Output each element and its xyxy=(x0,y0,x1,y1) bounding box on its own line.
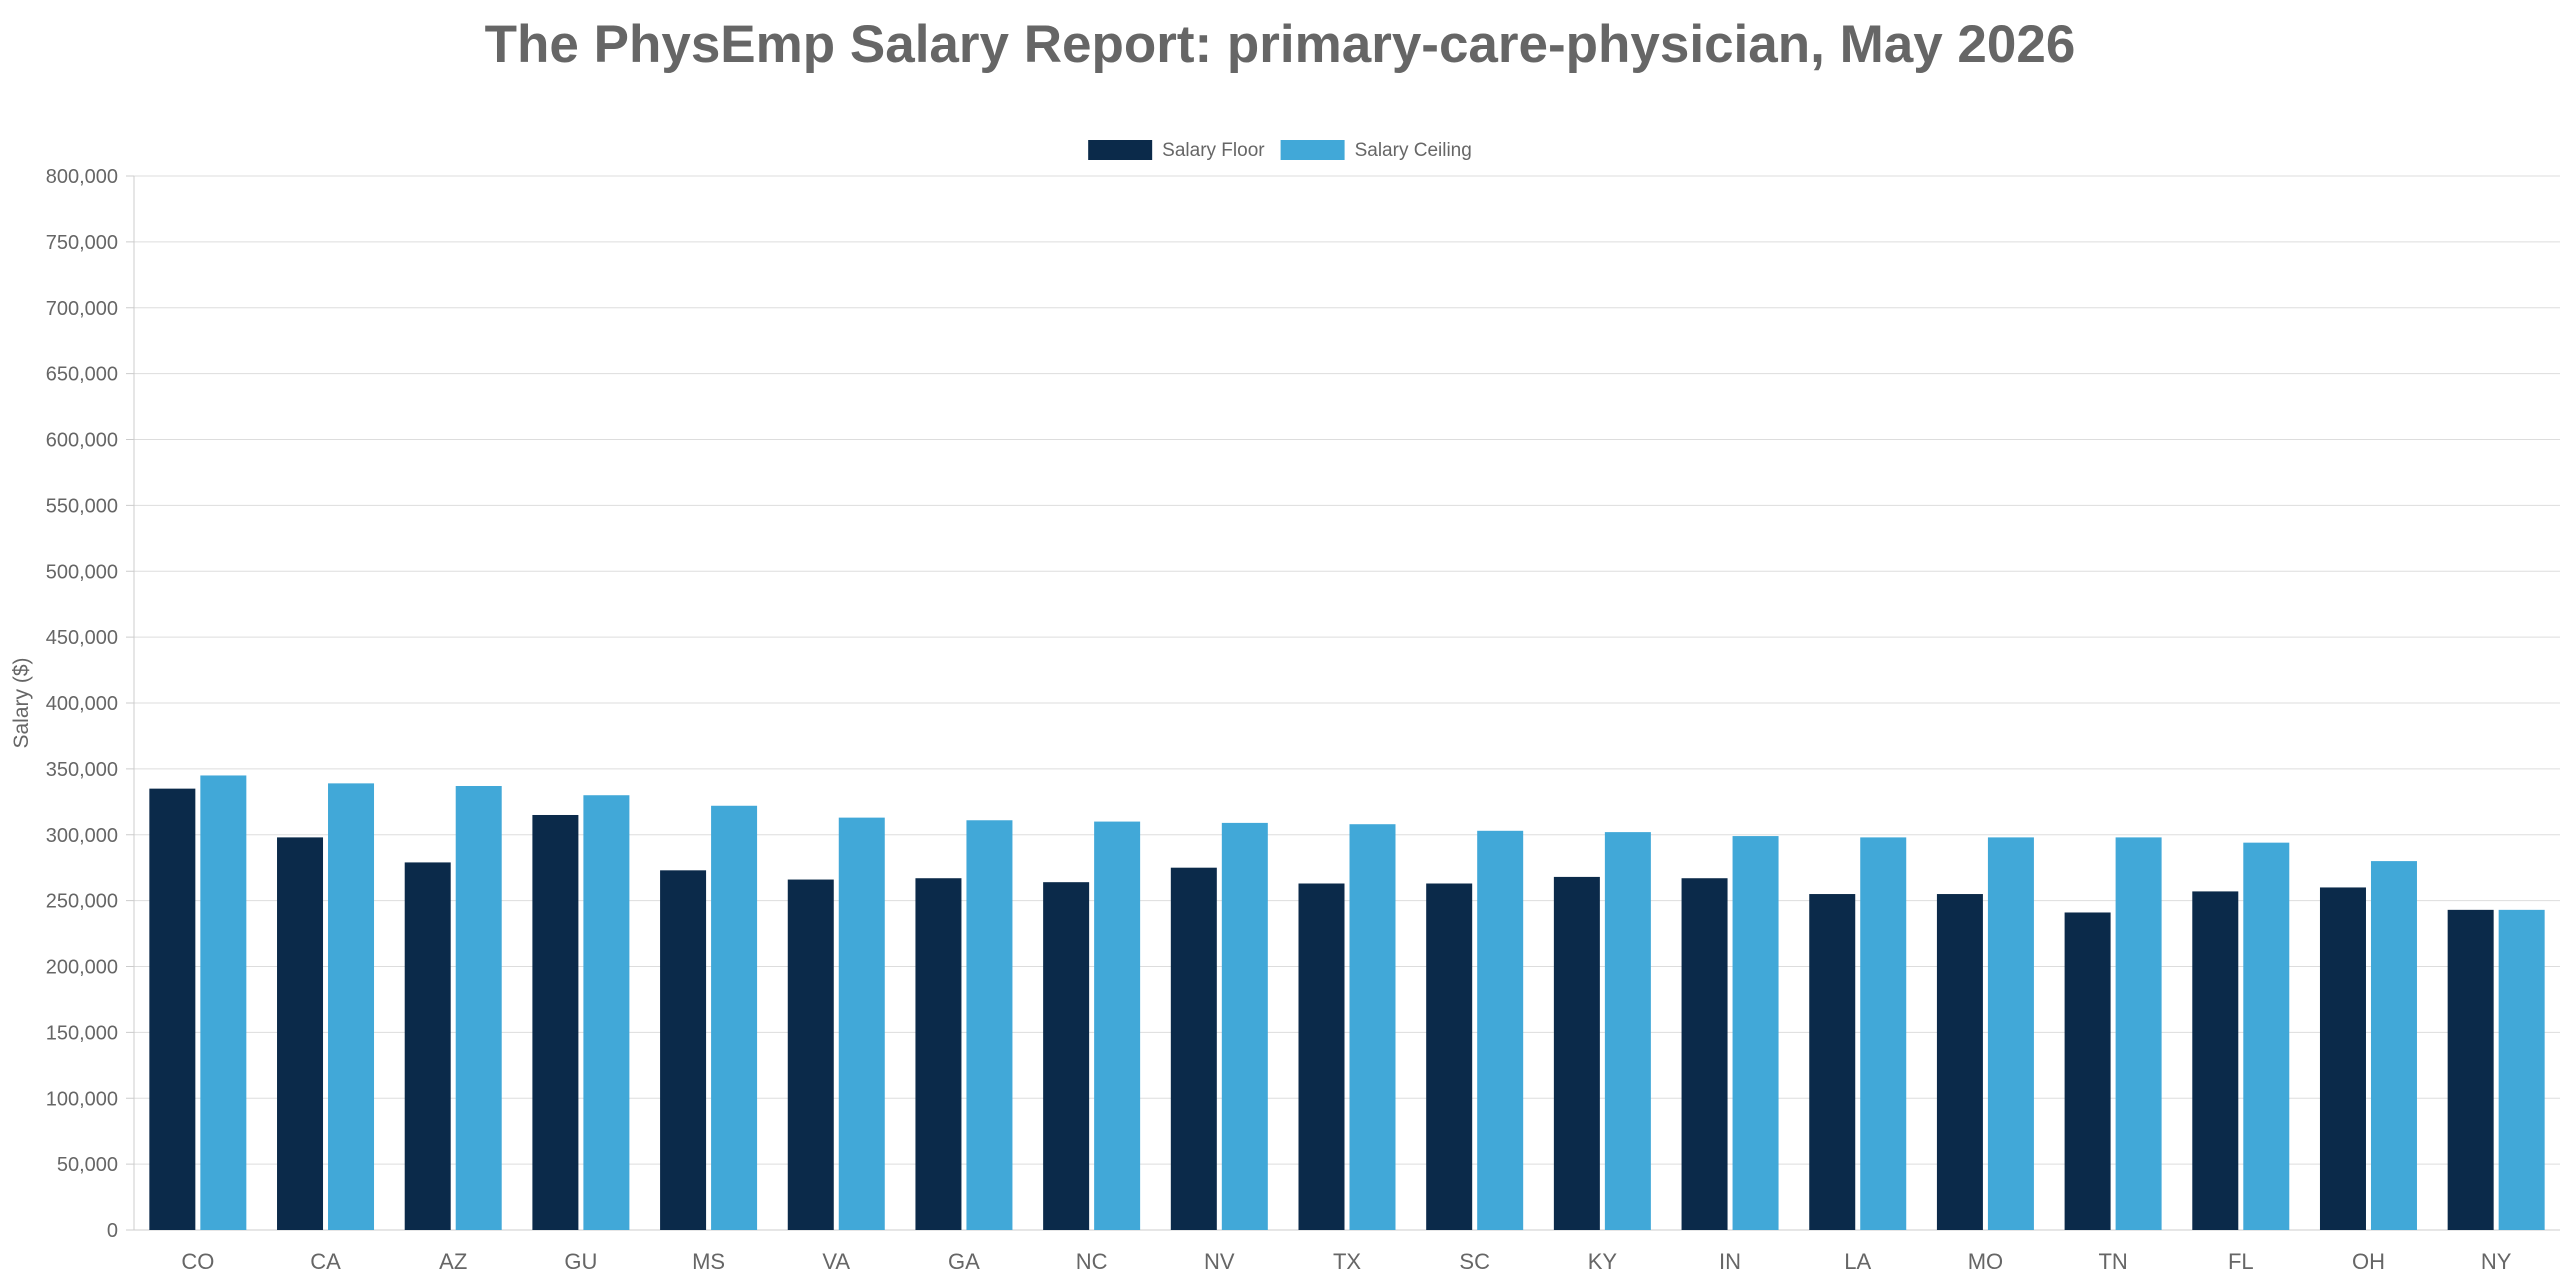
bar-salary-ceiling-co[interactable] xyxy=(200,775,247,1230)
legend-swatch-salary-floor[interactable] xyxy=(1088,140,1153,160)
y-tick-label: 500,000 xyxy=(46,561,118,583)
bar-salary-ceiling-nc[interactable] xyxy=(1094,821,1141,1230)
y-tick-label: 350,000 xyxy=(46,759,118,781)
bar-salary-floor-va[interactable] xyxy=(787,879,834,1230)
x-tick-label: MS xyxy=(692,1249,725,1274)
bar-layer xyxy=(149,775,2545,1230)
bar-salary-ceiling-gu[interactable] xyxy=(583,795,630,1230)
bar-salary-floor-la[interactable] xyxy=(1809,894,1856,1230)
y-tick-label: 400,000 xyxy=(46,693,118,715)
y-axis-title: Salary ($) xyxy=(10,657,33,748)
bar-salary-floor-ny[interactable] xyxy=(2447,909,2494,1230)
axis-layer: 0 50,000 100,000 150,000 200,000 250,000 300,0… xyxy=(46,166,2560,1274)
y-tick-label: 150,000 xyxy=(46,1022,118,1044)
x-tick-label: CO xyxy=(181,1249,214,1274)
bar-salary-ceiling-ca[interactable] xyxy=(328,783,375,1230)
y-tick-label: 50,000 xyxy=(57,1154,118,1176)
y-tick-label: 200,000 xyxy=(46,957,118,979)
x-tick-label: TN xyxy=(2098,1249,2127,1274)
bar-salary-ceiling-tx[interactable] xyxy=(1349,824,1396,1230)
legend-swatch-salary-ceiling[interactable] xyxy=(1280,140,1345,160)
legend-layer: Salary Floor Salary Ceiling xyxy=(1088,140,1472,161)
x-tick-label: IN xyxy=(1719,1249,1741,1274)
bar-salary-floor-nv[interactable] xyxy=(1170,867,1217,1230)
x-tick-label: TX xyxy=(1333,1249,1361,1274)
y-tick-label: 300,000 xyxy=(46,825,118,847)
y-tick-label: 600,000 xyxy=(46,430,118,452)
bar-salary-ceiling-az[interactable] xyxy=(455,786,502,1230)
x-tick-label: AZ xyxy=(439,1249,467,1274)
bar-salary-floor-sc[interactable] xyxy=(1426,883,1473,1230)
y-tick-label: 250,000 xyxy=(46,891,118,913)
y-tick-label: 700,000 xyxy=(46,298,118,320)
bar-salary-ceiling-ky[interactable] xyxy=(1604,832,1651,1230)
x-tick-label: GA xyxy=(948,1249,980,1274)
bar-salary-ceiling-fl[interactable] xyxy=(2243,842,2290,1230)
x-tick-label: OH xyxy=(2352,1249,2385,1274)
legend-label-salary-floor: Salary Floor xyxy=(1162,140,1265,161)
y-tick-label: 650,000 xyxy=(46,364,118,386)
bar-salary-floor-ms[interactable] xyxy=(660,870,707,1230)
bar-salary-floor-ga[interactable] xyxy=(915,878,962,1230)
bar-salary-floor-tx[interactable] xyxy=(1298,883,1345,1230)
bar-salary-floor-ca[interactable] xyxy=(277,837,324,1230)
x-tick-label: NV xyxy=(1204,1249,1235,1274)
bar-salary-ceiling-mo[interactable] xyxy=(1987,837,2034,1230)
x-tick-label: FL xyxy=(2228,1249,2254,1274)
y-tick-label: 550,000 xyxy=(46,495,118,517)
bar-salary-ceiling-tn[interactable] xyxy=(2115,837,2162,1230)
x-tick-label: LA xyxy=(1844,1249,1871,1274)
bar-salary-ceiling-sc[interactable] xyxy=(1477,830,1524,1230)
y-tick-label: 800,000 xyxy=(46,166,118,188)
bar-salary-ceiling-nv[interactable] xyxy=(1221,822,1268,1230)
x-tick-label: GU xyxy=(564,1249,597,1274)
chart-title: The PhysEmp Salary Report: primary-care-… xyxy=(484,15,2076,74)
x-tick-label: SC xyxy=(1459,1249,1490,1274)
bar-salary-ceiling-in[interactable] xyxy=(1732,836,1779,1230)
bar-salary-floor-mo[interactable] xyxy=(1936,894,1983,1230)
y-tick-label: 0 xyxy=(107,1220,118,1242)
bar-salary-ceiling-va[interactable] xyxy=(838,817,885,1230)
x-tick-label: NY xyxy=(2481,1249,2512,1274)
x-tick-label: NC xyxy=(1076,1249,1108,1274)
bar-salary-ceiling-ga[interactable] xyxy=(966,820,1013,1230)
bar-salary-floor-nc[interactable] xyxy=(1043,882,1090,1230)
bar-salary-floor-oh[interactable] xyxy=(2319,887,2366,1230)
bar-salary-ceiling-la[interactable] xyxy=(1860,837,1907,1230)
legend-label-salary-ceiling: Salary Ceiling xyxy=(1355,140,1472,161)
x-tick-label: KY xyxy=(1588,1249,1618,1274)
y-tick-label: 450,000 xyxy=(46,627,118,649)
bar-salary-floor-tn[interactable] xyxy=(2064,912,2111,1230)
y-tick-label: 750,000 xyxy=(46,232,118,254)
bar-salary-floor-az[interactable] xyxy=(404,862,451,1230)
bar-salary-ceiling-ny[interactable] xyxy=(2498,909,2545,1230)
bar-salary-ceiling-oh[interactable] xyxy=(2370,861,2417,1230)
bar-salary-floor-co[interactable] xyxy=(149,788,196,1230)
bar-salary-floor-in[interactable] xyxy=(1681,878,1728,1230)
bar-salary-floor-gu[interactable] xyxy=(532,814,579,1230)
bar-salary-floor-fl[interactable] xyxy=(2192,891,2239,1230)
x-tick-label: MO xyxy=(1968,1249,2003,1274)
x-tick-label: VA xyxy=(822,1249,850,1274)
x-tick-label: CA xyxy=(310,1249,341,1274)
bar-salary-floor-ky[interactable] xyxy=(1553,876,1600,1230)
y-tick-label: 100,000 xyxy=(46,1088,118,1110)
bar-salary-ceiling-ms[interactable] xyxy=(711,805,758,1230)
